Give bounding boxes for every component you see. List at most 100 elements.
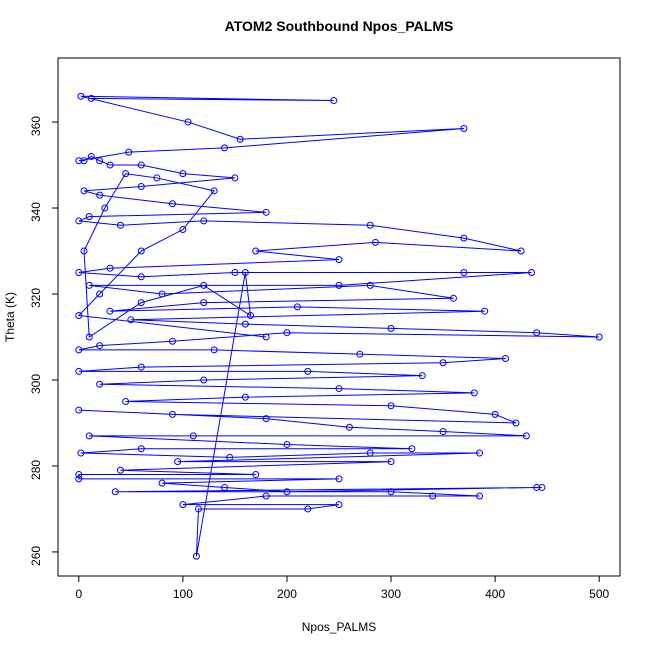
- data-point: [189, 432, 197, 440]
- data-point: [226, 453, 234, 461]
- data-point: [77, 449, 85, 457]
- data-point: [262, 415, 270, 423]
- data-point: [200, 217, 208, 225]
- data-point: [96, 191, 104, 199]
- data-point: [387, 458, 395, 466]
- data-point: [528, 269, 536, 277]
- data-point: [366, 281, 374, 289]
- data-point: [192, 552, 200, 560]
- data-point: [210, 187, 218, 195]
- data-point: [179, 226, 187, 234]
- data-point: [75, 217, 83, 225]
- data-point: [231, 174, 239, 182]
- data-point: [137, 445, 145, 453]
- data-point: [460, 234, 468, 242]
- data-point: [137, 299, 145, 307]
- y-tick-label: 340: [29, 202, 43, 222]
- data-point: [538, 483, 546, 491]
- data-point: [75, 471, 83, 479]
- data-point: [75, 269, 83, 277]
- x-tick-label: 500: [589, 587, 609, 601]
- data-point: [517, 247, 525, 255]
- data-point: [387, 324, 395, 332]
- x-tick-label: 400: [485, 587, 505, 601]
- plot-frame: [57, 57, 621, 577]
- data-point: [460, 124, 468, 132]
- data-point: [96, 380, 104, 388]
- data-point: [75, 346, 83, 354]
- data-point: [522, 432, 530, 440]
- data-point: [241, 269, 249, 277]
- data-point: [236, 135, 244, 143]
- data-point: [80, 187, 88, 195]
- data-point: [221, 483, 229, 491]
- data-point: [210, 346, 218, 354]
- data-point: [371, 238, 379, 246]
- data-point: [153, 174, 161, 182]
- data-point: [111, 488, 119, 496]
- data-point: [595, 333, 603, 341]
- data-point: [96, 290, 104, 298]
- data-point: [75, 475, 83, 483]
- data-point: [168, 410, 176, 418]
- data-point: [304, 367, 312, 375]
- data-point: [174, 458, 182, 466]
- data-point: [241, 320, 249, 328]
- data-point: [137, 273, 145, 281]
- data-point: [158, 479, 166, 487]
- x-axis-title: Npos_PALMS: [302, 620, 376, 634]
- data-point: [158, 290, 166, 298]
- data-point: [106, 264, 114, 272]
- data-point: [96, 157, 104, 165]
- data-point: [200, 281, 208, 289]
- data-point: [283, 488, 291, 496]
- data-point: [179, 170, 187, 178]
- data-point: [335, 256, 343, 264]
- y-tick-label: 320: [29, 288, 43, 308]
- data-point: [293, 303, 301, 311]
- data-point: [408, 445, 416, 453]
- data-point: [387, 402, 395, 410]
- data-point: [96, 342, 104, 350]
- data-point: [262, 492, 270, 500]
- data-point: [304, 505, 312, 513]
- data-point: [460, 269, 468, 277]
- data-point: [127, 316, 135, 324]
- data-point: [252, 247, 260, 255]
- y-tick-label: 360: [29, 116, 43, 136]
- data-point: [366, 221, 374, 229]
- data-point: [75, 157, 83, 165]
- x-tick-label: 300: [381, 587, 401, 601]
- data-point: [125, 148, 133, 156]
- data-point: [418, 372, 426, 380]
- data-point: [116, 466, 124, 474]
- x-tick-label: 100: [173, 587, 193, 601]
- data-point: [85, 432, 93, 440]
- data-point: [137, 247, 145, 255]
- data-point: [335, 475, 343, 483]
- data-point: [335, 385, 343, 393]
- data-point: [252, 471, 260, 479]
- data-point: [241, 393, 249, 401]
- data-point: [75, 406, 83, 414]
- data-point: [429, 492, 437, 500]
- data-point: [476, 449, 483, 457]
- data-point: [77, 92, 85, 100]
- data-point: [101, 204, 109, 212]
- data-point: [330, 97, 338, 105]
- data-point: [179, 501, 187, 509]
- x-tick-label: 200: [277, 587, 297, 601]
- data-point: [283, 329, 291, 337]
- data-point: [262, 333, 270, 341]
- data-point: [481, 307, 489, 315]
- data-point: [87, 152, 95, 160]
- data-point: [80, 247, 88, 255]
- data-point: [231, 269, 239, 277]
- data-point: [335, 501, 343, 509]
- data-point: [512, 419, 520, 427]
- data-point: [502, 354, 510, 362]
- data-point: [137, 363, 145, 371]
- data-point: [439, 359, 447, 367]
- data-point: [283, 440, 291, 448]
- data-point: [85, 281, 93, 289]
